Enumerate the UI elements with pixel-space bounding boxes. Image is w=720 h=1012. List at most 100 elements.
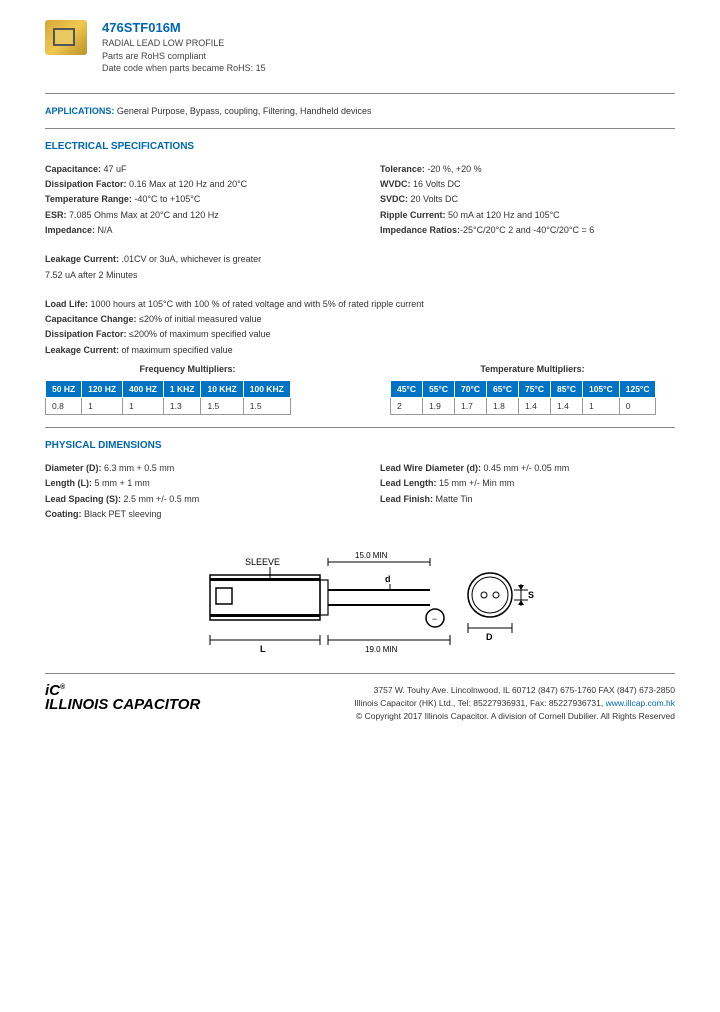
table-header: 85°C [551, 381, 583, 398]
spec-label: SVDC: [380, 194, 408, 204]
applications-label: APPLICATIONS: [45, 106, 114, 116]
divider [45, 128, 675, 129]
table-header: 45°C [391, 381, 423, 398]
header-line3: Date code when parts became RoHS: 15 [102, 62, 266, 75]
footer: iC® ILLINOIS CAPACITOR 3757 W. Touhy Ave… [45, 673, 675, 722]
table-cell: 1.5 [201, 398, 243, 415]
spec-value: 5 mm + 1 mm [92, 478, 150, 488]
spec-label: Length (L): [45, 478, 92, 488]
table-cell: 1.4 [519, 398, 551, 415]
elec-title: ELECTRICAL SPECIFICATIONS [45, 141, 675, 152]
spec-value: 7.085 Ohms Max at 20°C and 120 Hz [67, 210, 219, 220]
freq-title: Frequency Multipliers: [45, 364, 330, 374]
footer-link[interactable]: www.illcap.com.hk [606, 698, 675, 708]
table-cell: 0.8 [46, 398, 82, 415]
divider [45, 93, 675, 94]
spec-value: N/A [95, 225, 113, 235]
table-header: 10 KHZ [201, 381, 243, 398]
spec-value: 0.45 mm +/- 0.05 mm [481, 463, 569, 473]
table-header: 120 HZ [82, 381, 123, 398]
table-header: 70°C [455, 381, 487, 398]
table-header: 400 HZ [123, 381, 164, 398]
table-cell: 1.5 [243, 398, 290, 415]
spec-label: Lead Finish: [380, 494, 433, 504]
loadlife-block: Load Life: 1000 hours at 105°C with 100 … [45, 297, 675, 358]
spec-label: Load Life: [45, 299, 88, 309]
spec-value: 0.16 Max at 120 Hz and 20°C [127, 179, 248, 189]
spec-label: Dissipation Factor: [45, 329, 127, 339]
spec-value: 16 Volts DC [411, 179, 461, 189]
freq-table: 50 HZ120 HZ400 HZ1 KHZ10 KHZ100 KHZ 0.81… [45, 380, 291, 415]
logo-reg: ® [60, 684, 65, 691]
table-header: 125°C [619, 381, 656, 398]
spec-label: Lead Length: [380, 478, 437, 488]
table-header: 50 HZ [46, 381, 82, 398]
spec-value: .01CV or 3uA, whichever is greater [119, 254, 261, 264]
diagram-min2: 19.0 MIN [365, 645, 398, 654]
table-cell: 1.8 [487, 398, 519, 415]
part-number: 476STF016M [102, 20, 266, 35]
spec-label: Leakage Current: [45, 345, 119, 355]
phys-specs: Diameter (D): 6.3 mm + 0.5 mm Length (L)… [45, 461, 675, 522]
table-header: 1 KHZ [163, 381, 201, 398]
diagram-svg: SLEEVE 15.0 MIN d L 19.0 MIN − S [170, 540, 550, 660]
spec-value: -25°C/20°C 2 and -40°C/20°C = 6 [460, 225, 594, 235]
spec-label: Temperature Range: [45, 194, 132, 204]
table-cell: 1 [82, 398, 123, 415]
diagram-d: d [385, 574, 391, 584]
table-header: 65°C [487, 381, 519, 398]
logo-sub: ILLINOIS CAPACITOR [45, 696, 200, 713]
phys-right: Lead Wire Diameter (d): 0.45 mm +/- 0.05… [380, 461, 675, 522]
table-header: 100 KHZ [243, 381, 290, 398]
elec-right: Tolerance: -20 %, +20 % WVDC: 16 Volts D… [380, 162, 675, 238]
spec-value: ≤200% of maximum specified value [127, 329, 271, 339]
spec-label: Lead Wire Diameter (d): [380, 463, 481, 473]
spec-value: Matte Tin [433, 494, 473, 504]
diagram-L: L [260, 644, 266, 654]
spec-value: of maximum specified value [119, 345, 233, 355]
multipliers: Frequency Multipliers: 50 HZ120 HZ400 HZ… [45, 364, 675, 415]
header-text: 476STF016M RADIAL LEAD LOW PROFILE Parts… [102, 20, 266, 75]
footer-line3: © Copyright 2017 Illinois Capacitor. A d… [220, 710, 675, 723]
spec-label: Impedance Ratios: [380, 225, 460, 235]
spec-value: 2.5 mm +/- 0.5 mm [121, 494, 199, 504]
elec-specs: Capacitance: 47 uF Dissipation Factor: 0… [45, 162, 675, 238]
spec-label: Capacitance Change: [45, 314, 137, 324]
applications: APPLICATIONS: General Purpose, Bypass, c… [45, 106, 675, 116]
product-photo [45, 20, 87, 55]
header-line2: Parts are RoHS compliant [102, 50, 266, 63]
leakage-block: Leakage Current: .01CV or 3uA, whichever… [45, 252, 675, 283]
table-header: 75°C [519, 381, 551, 398]
svg-text:−: − [432, 614, 437, 624]
spec-value: 47 uF [101, 164, 127, 174]
table-cell: 1.7 [455, 398, 487, 415]
spec-label: ESR: [45, 210, 67, 220]
footer-logo: iC® ILLINOIS CAPACITOR [45, 684, 200, 712]
spec-label: Tolerance: [380, 164, 425, 174]
spec-value: 7.52 uA after 2 Minutes [45, 268, 675, 283]
diagram-min1: 15.0 MIN [355, 551, 388, 560]
spec-label: Coating: [45, 509, 82, 519]
header: 476STF016M RADIAL LEAD LOW PROFILE Parts… [45, 20, 675, 75]
spec-value: 20 Volts DC [408, 194, 458, 204]
spec-value: -40°C to +105°C [132, 194, 200, 204]
spec-value: 1000 hours at 105°C with 100 % of rated … [88, 299, 424, 309]
table-cell: 1 [123, 398, 164, 415]
temp-mult: Temperature Multipliers: 45°C55°C70°C65°… [390, 364, 675, 415]
table-cell: 1.4 [551, 398, 583, 415]
diagram-D: D [486, 632, 493, 642]
table-cell: 1.9 [423, 398, 455, 415]
applications-text: General Purpose, Bypass, coupling, Filte… [114, 106, 371, 116]
phys-title: PHYSICAL DIMENSIONS [45, 440, 675, 451]
table-cell: 1 [583, 398, 620, 415]
table-header: 105°C [583, 381, 620, 398]
divider [45, 427, 675, 428]
table-header: 55°C [423, 381, 455, 398]
diagram-S: S [528, 590, 534, 600]
spec-value: Black PET sleeving [82, 509, 162, 519]
table-cell: 2 [391, 398, 423, 415]
spec-label: Lead Spacing (S): [45, 494, 121, 504]
diagram-sleeve-label: SLEEVE [245, 557, 280, 567]
spec-value: -20 %, +20 % [425, 164, 482, 174]
spec-value: 6.3 mm + 0.5 mm [102, 463, 175, 473]
